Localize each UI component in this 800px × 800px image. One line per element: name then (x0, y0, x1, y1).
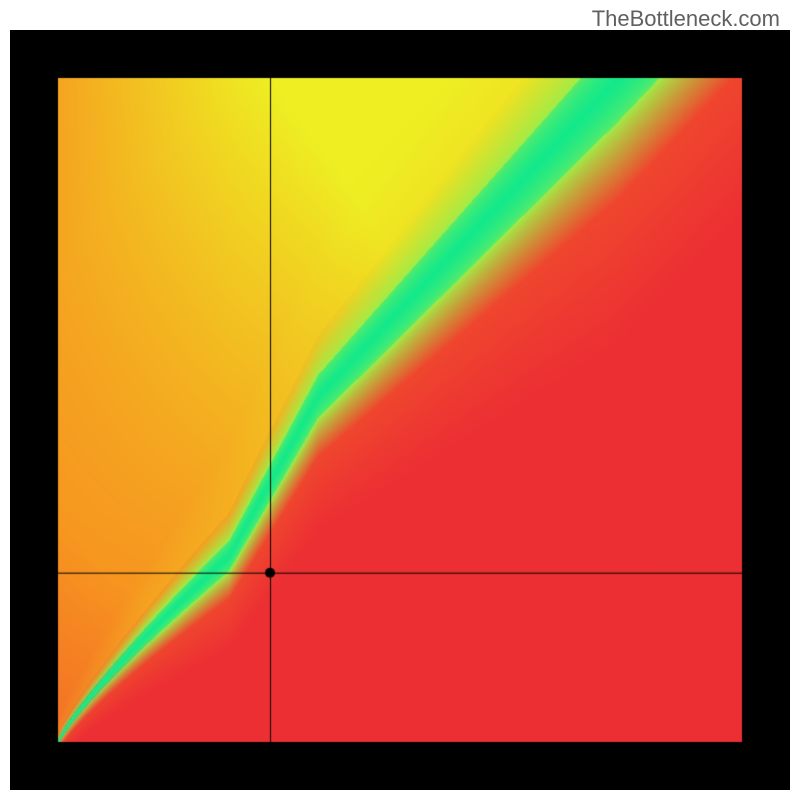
bottleneck-heatmap (10, 30, 790, 790)
chart-container: TheBottleneck.com (0, 0, 800, 800)
heatmap-canvas (10, 30, 790, 790)
watermark-text: TheBottleneck.com (592, 6, 780, 32)
